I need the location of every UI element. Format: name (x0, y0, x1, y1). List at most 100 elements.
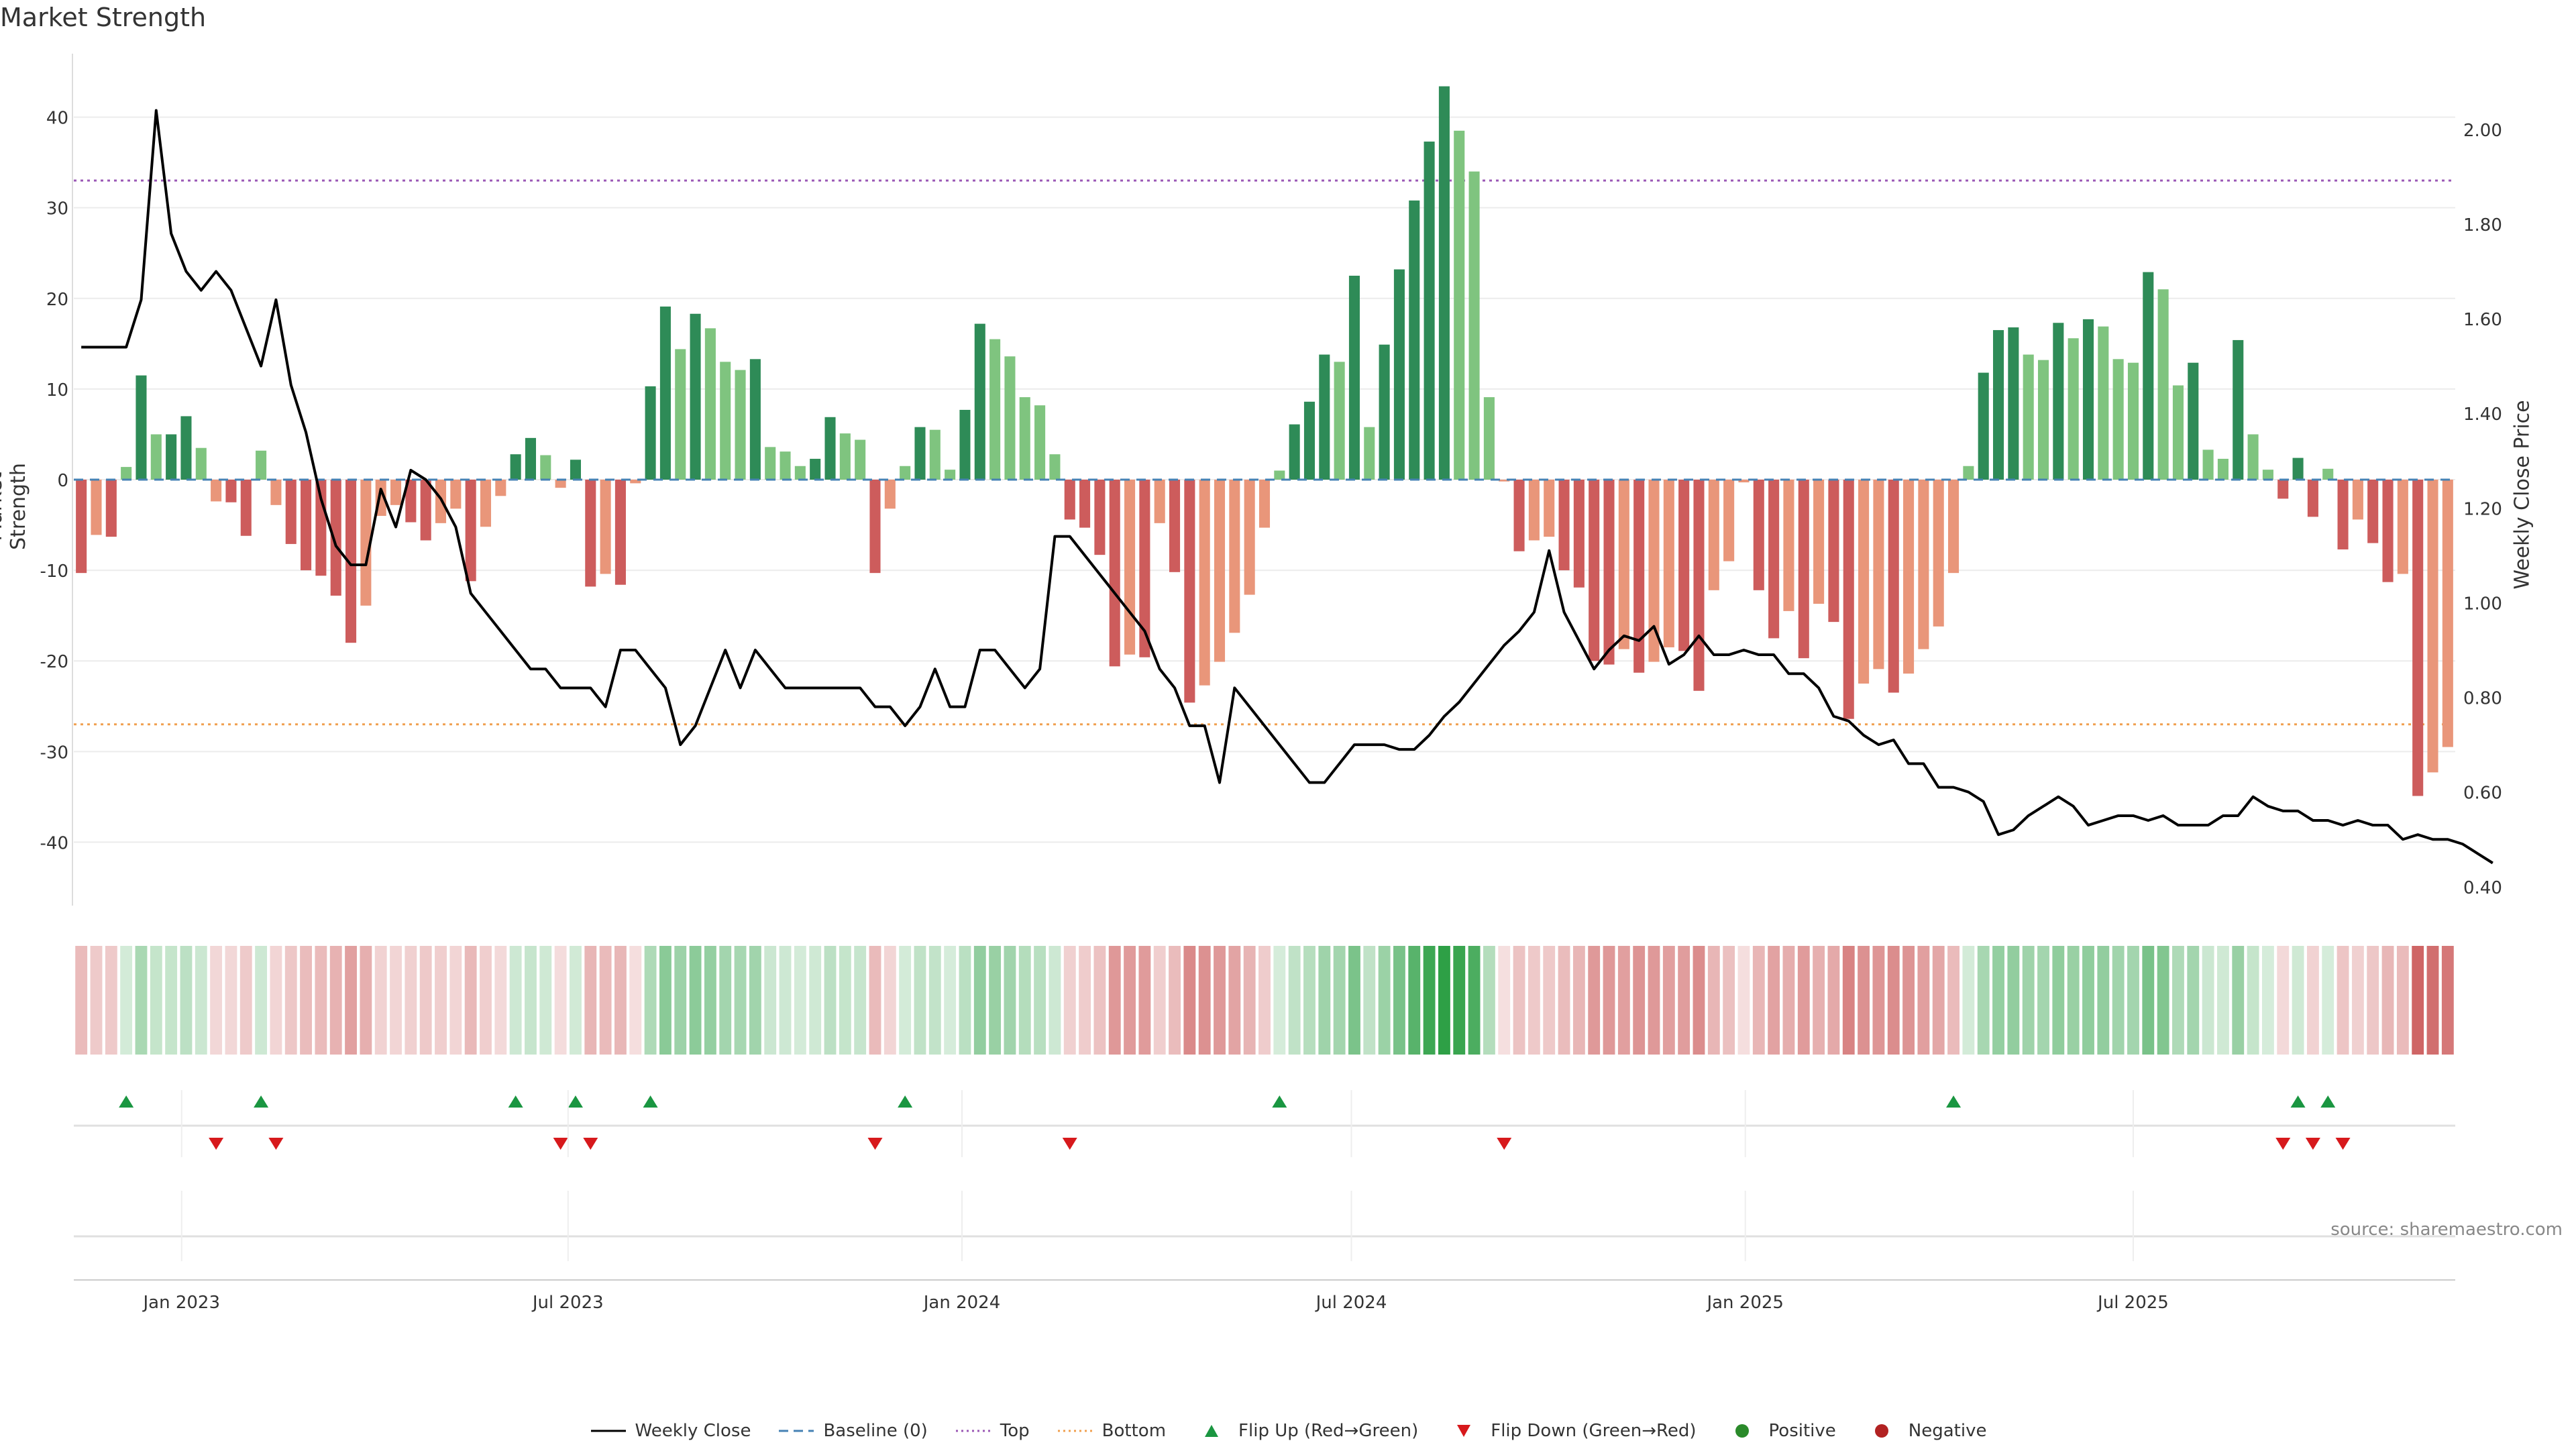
heat-cell (1079, 946, 1091, 1055)
heat-cell (1737, 946, 1750, 1055)
heat-cell (2052, 946, 2065, 1055)
strength-bar (166, 434, 177, 480)
strength-bar (225, 480, 237, 502)
heat-cell (1543, 946, 1556, 1055)
strength-bar (675, 349, 686, 480)
heat-cell (2007, 946, 2020, 1055)
heat-cell (1169, 946, 1181, 1055)
heat-cell (749, 946, 761, 1055)
strength-bar (1828, 480, 1839, 623)
line-dotted-icon (1057, 1430, 1093, 1432)
strength-bar (1738, 480, 1750, 483)
heat-cell (2277, 946, 2290, 1055)
strength-bar (1573, 480, 1585, 588)
strength-bar (1094, 480, 1106, 555)
heat-cell (2367, 946, 2379, 1055)
strength-bar (2008, 327, 2019, 480)
strength-bar (180, 416, 192, 480)
strength-bar (345, 480, 357, 643)
weekly-close-line (81, 109, 2493, 865)
strength-bar (929, 429, 941, 480)
flip-up-marker (898, 1095, 913, 1108)
y2-tick-label: 1.00 (2463, 594, 2502, 614)
heat-cell (135, 946, 148, 1055)
legend-label: Flip Up (Red→Green) (1238, 1421, 1419, 1441)
strength-bar (570, 460, 581, 480)
strength-bar (211, 480, 222, 502)
strength-bar (1139, 480, 1150, 657)
heat-cell (2351, 946, 2364, 1055)
strength-bar (1618, 480, 1629, 649)
heat-cell (1662, 946, 1675, 1055)
heat-cell (2127, 946, 2139, 1055)
heat-cell (329, 946, 342, 1055)
strength-bar (645, 386, 656, 480)
triangle-up-icon (1205, 1425, 1219, 1437)
heat-cell (480, 946, 492, 1055)
heat-cell (1468, 946, 1481, 1055)
heat-cell (1153, 946, 1166, 1055)
strength-bar (495, 480, 506, 496)
strength-bar (810, 458, 821, 480)
strength-bar (720, 362, 731, 480)
heat-cell (1483, 946, 1495, 1055)
x-tick-label: Jul 2025 (2096, 1293, 2169, 1313)
heat-cell (1438, 946, 1450, 1055)
strength-bar (1154, 480, 1165, 523)
strength-bar (914, 427, 926, 480)
heat-cell (300, 946, 312, 1055)
strength-bar (91, 480, 102, 535)
heat-cell (225, 946, 237, 1055)
heat-cell (2217, 946, 2229, 1055)
heat-cell (1527, 946, 1540, 1055)
heat-cell (989, 946, 1002, 1055)
weekly-close-series (81, 109, 2493, 865)
legend-item: Weekly Close (590, 1421, 751, 1441)
heat-cell (1603, 946, 1615, 1055)
strength-bar (1888, 480, 1899, 693)
heat-cell (1228, 946, 1241, 1055)
legend-item: Negative (1863, 1421, 1986, 1441)
left-axis-ticks: -40 -30 -20 -10 0 10 20 30 40 (40, 109, 68, 854)
heat-cell (2381, 946, 2394, 1055)
x-tick-label: Jan 2024 (922, 1293, 1001, 1313)
heat-cell (1558, 946, 1570, 1055)
strength-bar (480, 480, 492, 527)
heat-cell (1513, 946, 1525, 1055)
flip-down-marker (209, 1138, 224, 1150)
strength-bar (900, 466, 911, 480)
strength-bar (2082, 319, 2094, 480)
x-axis: Jan 2023 Jul 2023 Jan 2024 Jul 2024 Jan 2025… (74, 1090, 2455, 1313)
strength-bar (1963, 466, 1974, 480)
heat-cell (2112, 946, 2125, 1055)
heat-cell (374, 946, 387, 1055)
heat-cell (794, 946, 806, 1055)
strength-bar (945, 470, 956, 480)
heat-cell (1947, 946, 1960, 1055)
heat-cell (2292, 946, 2304, 1055)
heat-cell (2322, 946, 2334, 1055)
strength-bar (1064, 480, 1075, 520)
strength-bar (105, 480, 117, 537)
heat-cell (1258, 946, 1271, 1055)
heat-cell (1572, 946, 1585, 1055)
heat-cell (1214, 946, 1226, 1055)
y2-tick-label: 2.00 (2463, 121, 2502, 141)
strength-bar (600, 480, 611, 574)
heat-cell (1887, 946, 1900, 1055)
line-dashed-icon (779, 1430, 814, 1432)
flip-down-marker (1062, 1138, 1077, 1150)
strength-bar (1424, 142, 1435, 480)
strength-bar (76, 480, 87, 574)
y2-tick-label: 0.40 (2463, 878, 2502, 898)
heat-cell (2306, 946, 2319, 1055)
legend-item: Positive (1723, 1421, 1836, 1441)
strength-bar (1948, 480, 1960, 574)
y-tick-label: 40 (46, 109, 68, 129)
heat-cell (1588, 946, 1601, 1055)
strength-bar (1438, 86, 1450, 480)
heat-cell (1034, 946, 1046, 1055)
heat-cell (614, 946, 627, 1055)
heat-cell (2412, 946, 2424, 1055)
strength-bar (1918, 480, 1929, 649)
